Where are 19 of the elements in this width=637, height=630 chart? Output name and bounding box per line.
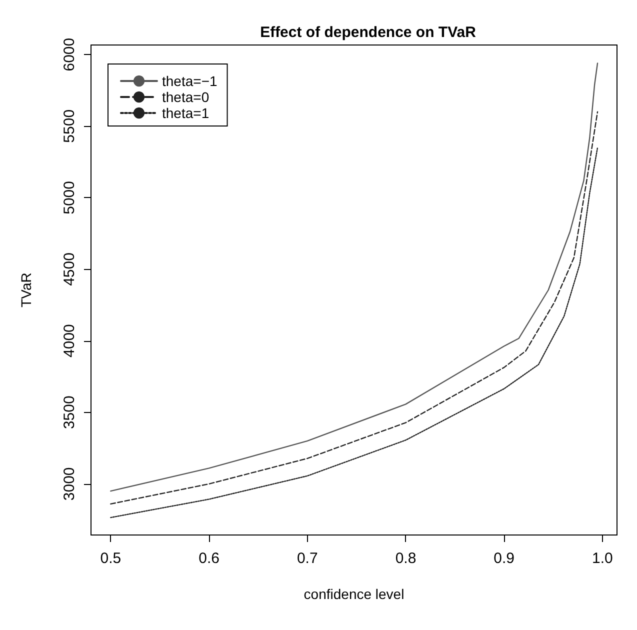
x-tick-label: 0.7 bbox=[296, 550, 318, 567]
y-axis-title: TVaR bbox=[18, 272, 34, 308]
x-tick-label: 0.9 bbox=[494, 550, 515, 567]
legend-label: theta=−1 bbox=[162, 73, 218, 89]
y-tick-label: 3000 bbox=[61, 467, 78, 501]
y-tick-label: 5500 bbox=[61, 109, 78, 143]
x-tick-label: 0.8 bbox=[395, 550, 416, 567]
y-tick-label: 6000 bbox=[61, 38, 78, 72]
legend-label: theta=1 bbox=[162, 105, 210, 121]
x-tick-label: 0.5 bbox=[100, 550, 122, 567]
y-tick-label: 4500 bbox=[61, 252, 78, 286]
y-tick-label: 3500 bbox=[61, 396, 78, 430]
legend-label: theta=0 bbox=[162, 89, 210, 105]
y-tick-label: 5000 bbox=[61, 181, 78, 214]
y-tick-label: 4000 bbox=[61, 324, 78, 358]
x-axis-title: confidence level bbox=[304, 586, 404, 602]
x-tick-label: 1.0 bbox=[592, 550, 613, 567]
x-tick-label: 0.6 bbox=[198, 550, 220, 567]
chart-title: Effect of dependence on TVaR bbox=[260, 24, 476, 41]
